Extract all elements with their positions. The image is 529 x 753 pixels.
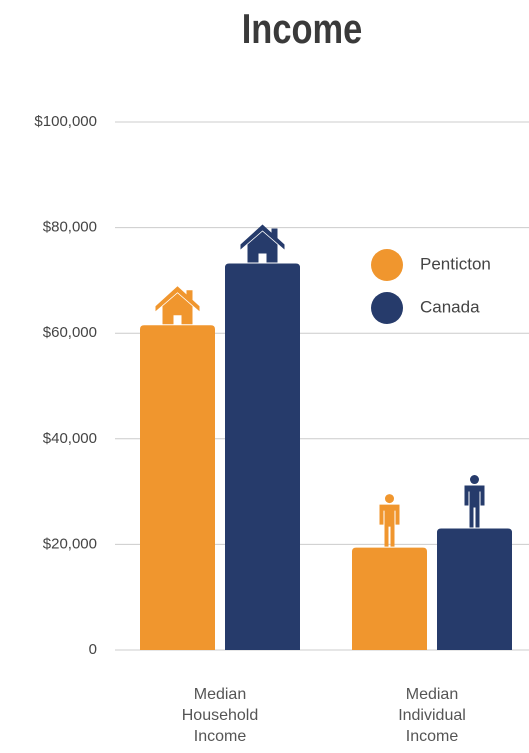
legend-swatch xyxy=(371,249,403,281)
y-tick-label: $60,000 xyxy=(43,324,97,341)
y-tick-label: 0 xyxy=(89,641,97,658)
house-icon xyxy=(155,286,200,325)
person-icon xyxy=(379,504,400,547)
house-icon xyxy=(240,224,285,263)
x-tick-label: Median Individual Income xyxy=(398,686,466,745)
bar xyxy=(437,528,512,650)
bar xyxy=(225,263,300,650)
bar xyxy=(352,547,427,650)
person-icon xyxy=(464,485,485,528)
y-tick-label: $100,000 xyxy=(34,113,97,130)
x-tick-label: Median Household Income xyxy=(181,686,259,745)
bar xyxy=(140,325,215,650)
y-tick-label: $20,000 xyxy=(43,535,97,552)
legend-swatch xyxy=(371,292,403,324)
y-tick-label: $80,000 xyxy=(43,219,97,236)
legend-label: Canada xyxy=(420,297,480,316)
y-tick-label: $40,000 xyxy=(43,430,97,447)
legend-label: Penticton xyxy=(420,254,491,273)
chart-title: Income xyxy=(242,6,363,53)
person-icon xyxy=(385,494,394,504)
person-icon xyxy=(470,475,479,485)
